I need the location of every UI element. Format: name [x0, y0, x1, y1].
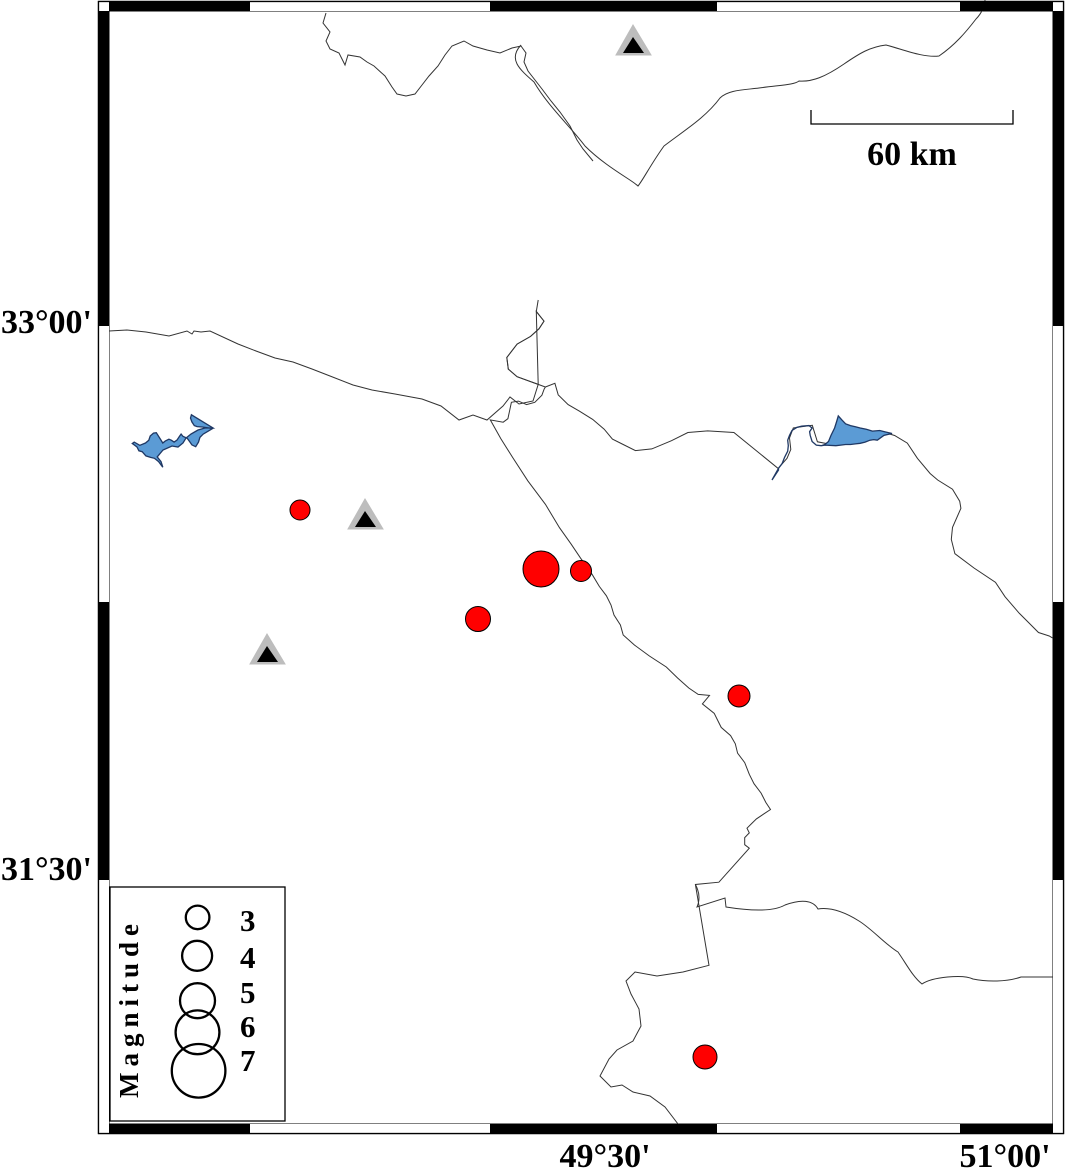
- svg-text:6: 6: [240, 1009, 256, 1044]
- svg-text:4: 4: [240, 940, 256, 975]
- svg-text:49°30': 49°30': [559, 1138, 650, 1173]
- svg-text:Magnitude: Magnitude: [114, 918, 144, 1098]
- svg-text:7: 7: [240, 1043, 256, 1078]
- svg-text:5: 5: [240, 975, 256, 1010]
- svg-text:51°00': 51°00': [959, 1138, 1050, 1173]
- svg-text:60 km: 60 km: [867, 136, 957, 173]
- svg-text:33°00': 33°00': [1, 304, 92, 341]
- svg-text:31°30': 31°30': [1, 851, 92, 888]
- svg-text:3: 3: [240, 903, 256, 938]
